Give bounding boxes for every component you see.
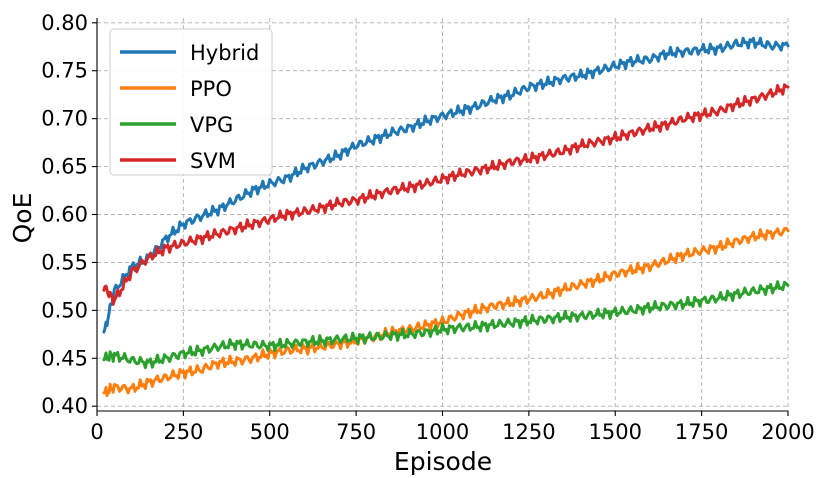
legend-label-hybrid: Hybrid <box>190 41 259 65</box>
x-tick-label: 500 <box>250 420 290 444</box>
y-tick-label: 0.70 <box>41 107 88 131</box>
legend-label-vpg: VPG <box>190 113 233 137</box>
series-line-vpg <box>102 280 790 370</box>
ticks: 0 250 500 750 1000 1250 1500 1750 2000 0.40 0.45 0.… <box>41 11 814 444</box>
x-tick-label: 750 <box>336 420 376 444</box>
legend-label-ppo: PPO <box>190 77 232 101</box>
y-axis-label: QoE <box>8 193 37 244</box>
y-tick-label: 0.75 <box>41 59 88 83</box>
x-tick-label: 250 <box>163 420 203 444</box>
y-tick-label: 0.50 <box>41 298 88 322</box>
series-line-ppo <box>102 226 790 398</box>
x-tick-label: 0 <box>90 420 103 444</box>
y-tick-label: 0.45 <box>41 346 88 370</box>
x-tick-label: 1250 <box>502 420 555 444</box>
x-tick-label: 2000 <box>761 420 814 444</box>
x-tick-label: 1750 <box>675 420 728 444</box>
series-lines <box>102 36 790 398</box>
y-tick-label: 0.40 <box>41 394 88 418</box>
y-tick-label: 0.60 <box>41 203 88 227</box>
legend-label-svm: SVM <box>190 149 236 173</box>
y-tick-label: 0.55 <box>41 250 88 274</box>
series-line-svm <box>102 83 790 306</box>
x-tick-label: 1500 <box>589 420 642 444</box>
x-tick-label: 1000 <box>416 420 469 444</box>
series-line-hybrid <box>102 36 790 334</box>
legend: Hybrid PPO VPG SVM <box>109 28 273 176</box>
legend-box <box>109 28 273 176</box>
y-tick-label: 0.65 <box>41 155 88 179</box>
x-axis-label: Episode <box>394 447 492 476</box>
y-tick-label: 0.80 <box>41 11 88 35</box>
